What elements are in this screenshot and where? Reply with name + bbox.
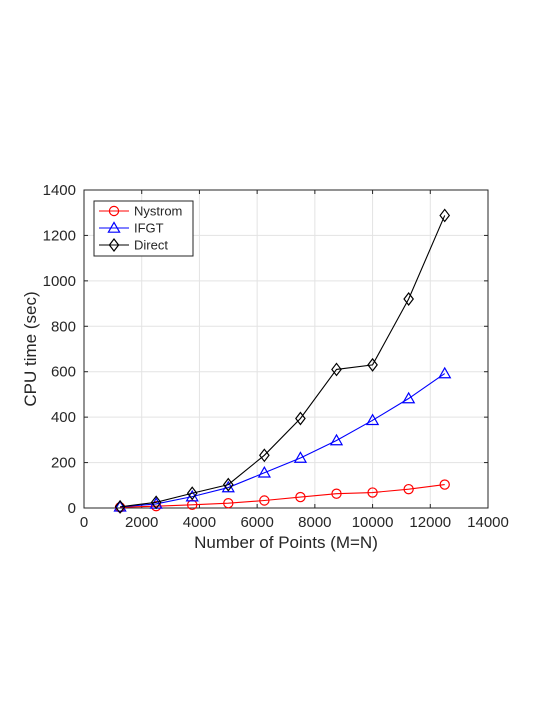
- data-point-ifgt: [365, 413, 380, 426]
- plot-area: [83, 189, 489, 509]
- data-point-ifgt: [402, 391, 416, 404]
- data-point-nystrom: [223, 498, 234, 509]
- series-line-direct: [120, 215, 446, 508]
- x-tick-label: 12000: [409, 514, 451, 531]
- x-tick-label: 10000: [352, 514, 394, 531]
- data-point-direct: [259, 448, 270, 463]
- y-tick-label: 600: [51, 364, 76, 381]
- x-tick-label: 6000: [240, 514, 273, 531]
- y-axis-label: CPU time (sec): [21, 291, 40, 406]
- legend: Nystrom IFGT Direct: [93, 200, 194, 257]
- data-point-ifgt: [329, 433, 344, 446]
- legend-item-ifgt: IFGT: [99, 221, 164, 236]
- data-point-ifgt: [257, 465, 271, 478]
- y-tick-label: 400: [51, 409, 76, 426]
- data-point-nystrom: [403, 483, 414, 495]
- data-point-direct: [367, 357, 378, 372]
- data-point-nystrom: [331, 488, 342, 499]
- legend-label: Direct: [134, 238, 168, 253]
- data-point-direct: [222, 477, 234, 492]
- legend-marker: [108, 238, 120, 252]
- y-tick-label: 200: [51, 455, 76, 472]
- data-point-nystrom: [295, 491, 306, 503]
- series-direct: [114, 208, 451, 514]
- series-line-ifgt: [120, 373, 446, 508]
- legend-marker: [107, 221, 121, 233]
- x-tick-label: 8000: [298, 514, 331, 531]
- y-tick-label: 1000: [43, 273, 76, 290]
- data-point-direct: [439, 208, 451, 223]
- data-point-nystrom: [367, 487, 378, 498]
- data-point-ifgt: [293, 451, 308, 463]
- series-nystrom: [114, 479, 450, 513]
- grid-lines: [83, 189, 489, 509]
- y-tick-label: 800: [51, 318, 76, 335]
- y-tick-label: 1200: [43, 227, 76, 244]
- legend-item-direct: Direct: [99, 238, 168, 253]
- series-group: [113, 208, 452, 514]
- x-tick-label: 0: [80, 514, 88, 531]
- data-point-ifgt: [438, 366, 452, 379]
- series-line-nystrom: [120, 484, 445, 508]
- data-point-direct: [186, 486, 198, 501]
- x-axis-label: Number of Points (M=N): [194, 533, 378, 552]
- y-tick-label: 0: [68, 500, 76, 517]
- legend-label: IFGT: [134, 221, 164, 236]
- legend-marker: [108, 205, 120, 217]
- data-point-direct: [150, 495, 162, 510]
- data-point-nystrom: [259, 495, 270, 506]
- legend-label: Nystrom: [134, 204, 182, 219]
- x-tick-label: 2000: [125, 514, 158, 531]
- x-tick-label: 14000: [467, 514, 509, 531]
- data-point-direct: [295, 411, 306, 426]
- x-tick-label: 4000: [183, 514, 216, 531]
- data-point-direct: [403, 292, 414, 307]
- data-point-direct: [114, 499, 126, 514]
- data-point-nystrom: [439, 479, 450, 490]
- y-tick-label: 1400: [43, 182, 76, 199]
- legend-item-nystrom: Nystrom: [99, 204, 182, 219]
- axis-ticks: 0 2000 4000 6000 8000 10000 12000 14000 0 200 400 6…: [43, 182, 509, 531]
- data-point-direct: [331, 362, 342, 377]
